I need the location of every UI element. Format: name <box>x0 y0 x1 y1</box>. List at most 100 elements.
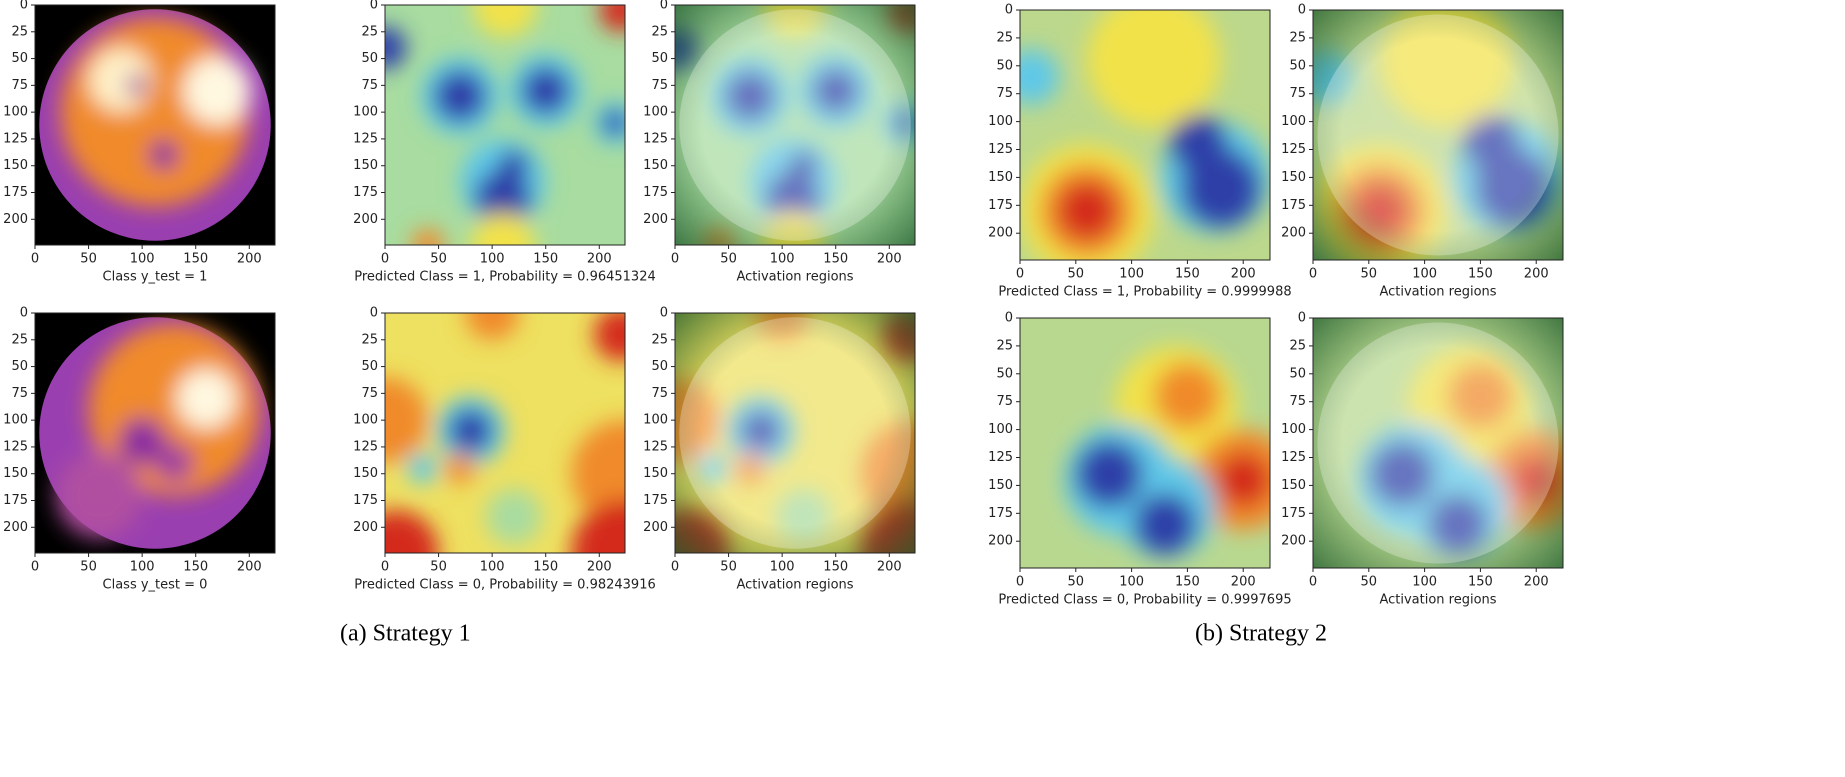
overlay-disc <box>1317 14 1559 256</box>
x-tick-label: 150 <box>823 252 848 267</box>
x-tick-label: 0 <box>31 560 39 575</box>
vignette <box>675 313 915 553</box>
caption: Predicted Class = 1, Probability = 0.964… <box>354 270 656 285</box>
y-tick-label: 75 <box>651 386 668 401</box>
panel: 0 50 100 150 200 0 25 50 75 100 125 150 175 200 Activa… <box>643 0 916 285</box>
blob <box>522 67 570 115</box>
y-tick-label: 200 <box>353 520 378 535</box>
scan-image <box>39 9 271 241</box>
x-tick-label: 0 <box>1016 575 1024 590</box>
y-tick-label: 0 <box>1298 311 1306 326</box>
y-tick-label: 0 <box>1005 3 1013 18</box>
y-tick-label: 150 <box>988 170 1013 185</box>
y-tick-label: 175 <box>988 198 1013 213</box>
y-tick-label: 50 <box>651 359 668 374</box>
y-tick-label: 200 <box>988 226 1013 241</box>
y-tick-label: 50 <box>361 51 378 66</box>
x-tick-label: 0 <box>1016 267 1024 282</box>
vignette <box>1313 318 1563 568</box>
x-tick-label: 50 <box>720 560 737 575</box>
x-tick-label: 200 <box>1524 267 1549 282</box>
y-tick-label: 75 <box>361 78 378 93</box>
x-tick-label: 200 <box>587 252 612 267</box>
y-tick-label: 75 <box>1289 86 1306 101</box>
y-tick-label: 150 <box>3 158 28 173</box>
y-tick-label: 150 <box>1281 170 1306 185</box>
frame <box>1019 9 1271 261</box>
y-tick-label: 50 <box>651 51 668 66</box>
y-tick-label: 175 <box>353 185 378 200</box>
y-tick-label: 200 <box>3 212 28 227</box>
caption: Activation regions <box>1379 593 1496 608</box>
y-tick-label: 200 <box>1281 226 1306 241</box>
y-tick-label: 0 <box>20 0 28 13</box>
y-tick-label: 175 <box>643 493 668 508</box>
blob <box>148 140 179 170</box>
blob <box>385 26 407 70</box>
blob <box>602 110 625 136</box>
y-tick-label: 100 <box>3 413 28 428</box>
y-tick-label: 150 <box>1281 478 1306 493</box>
x-tick-label: 150 <box>533 560 558 575</box>
x-tick-label: 0 <box>381 560 389 575</box>
y-tick-label: 25 <box>361 332 378 347</box>
y-tick-label: 25 <box>11 24 28 39</box>
blob <box>1133 493 1197 556</box>
x-tick-label: 150 <box>533 252 558 267</box>
y-tick-label: 100 <box>988 114 1013 129</box>
x-tick-label: 50 <box>1068 267 1085 282</box>
subfigure-label: (b) Strategy 2 <box>1195 621 1327 647</box>
blob <box>1057 181 1116 240</box>
blob <box>385 510 439 553</box>
x-tick-label: 100 <box>770 252 795 267</box>
vignette <box>675 5 915 245</box>
x-tick-label: 200 <box>1524 575 1549 590</box>
overlay-disc <box>1317 322 1559 564</box>
y-tick-label: 175 <box>3 493 28 508</box>
x-tick-label: 50 <box>1361 575 1378 590</box>
y-tick-label: 50 <box>361 359 378 374</box>
frame <box>1019 317 1271 569</box>
x-tick-label: 100 <box>770 560 795 575</box>
blob <box>498 150 529 181</box>
y-tick-label: 25 <box>1289 30 1306 45</box>
image <box>1020 318 1270 568</box>
overlay-disc <box>679 317 911 549</box>
x-tick-label: 150 <box>1468 267 1493 282</box>
y-tick-label: 0 <box>370 0 378 13</box>
y-tick-label: 200 <box>988 534 1013 549</box>
blob <box>571 420 625 528</box>
blob <box>88 47 153 113</box>
overlay-disc <box>679 9 911 241</box>
blob <box>470 212 535 245</box>
y-tick-label: 50 <box>11 51 28 66</box>
y-tick-label: 0 <box>20 306 28 321</box>
y-tick-label: 150 <box>353 158 378 173</box>
y-tick-label: 150 <box>353 466 378 481</box>
y-tick-label: 100 <box>3 105 28 120</box>
x-tick-label: 0 <box>31 252 39 267</box>
y-tick-label: 50 <box>996 58 1013 73</box>
x-tick-label: 200 <box>877 560 902 575</box>
y-tick-label: 175 <box>1281 198 1306 213</box>
y-tick-label: 125 <box>3 131 28 146</box>
image <box>35 313 275 553</box>
y-tick-label: 75 <box>361 386 378 401</box>
blob <box>182 56 252 125</box>
panel: 0 50 100 150 200 0 25 50 75 100 125 150 175 200 Predic… <box>988 3 1291 300</box>
y-tick-label: 125 <box>3 439 28 454</box>
blob <box>445 453 475 484</box>
x-tick-label: 0 <box>1309 267 1317 282</box>
x-tick-label: 200 <box>237 252 262 267</box>
scan-blobs <box>56 323 260 538</box>
blob <box>407 453 438 484</box>
x-tick-label: 100 <box>1119 267 1144 282</box>
heat-blobs <box>1064 345 1270 558</box>
caption: Class y_test = 1 <box>103 270 208 285</box>
scan-image <box>39 317 271 549</box>
x-tick-label: 200 <box>587 560 612 575</box>
y-tick-label: 100 <box>353 413 378 428</box>
frame <box>34 4 276 246</box>
x-tick-label: 50 <box>430 252 447 267</box>
